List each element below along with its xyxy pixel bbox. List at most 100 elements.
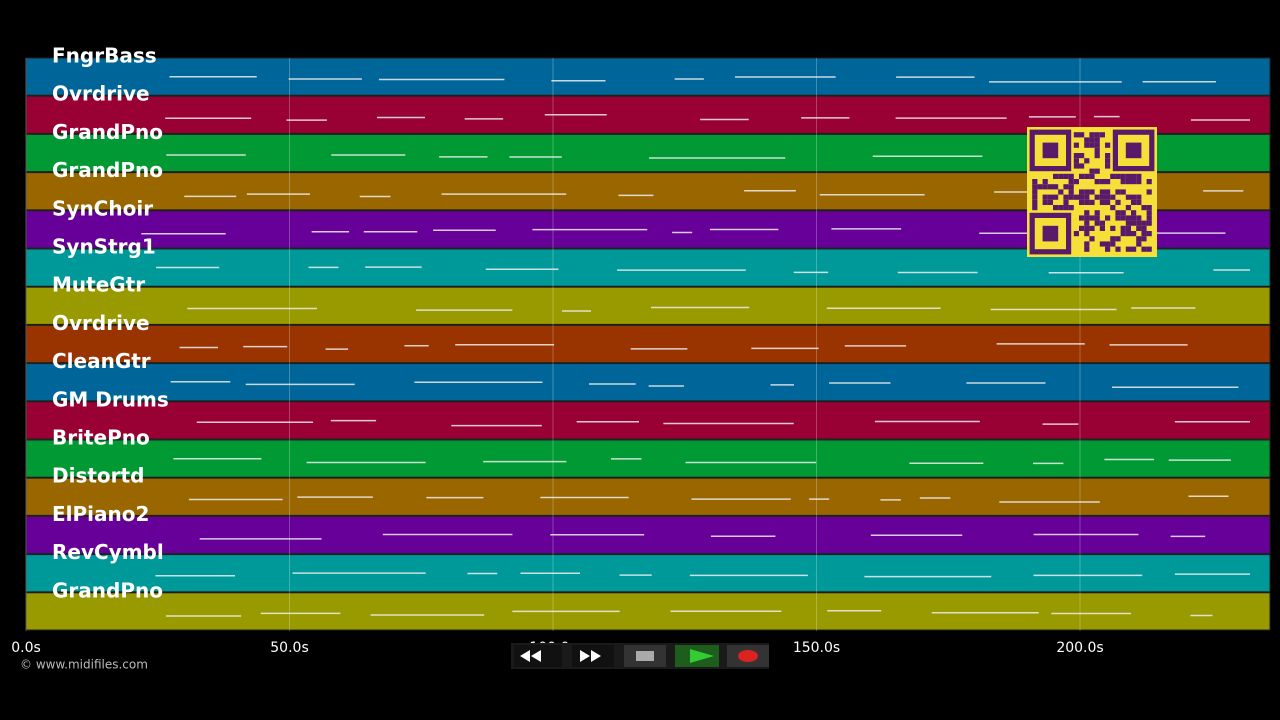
track-row: [25, 363, 1271, 402]
qr-cell: [1146, 189, 1152, 195]
qr-cell: [1115, 199, 1121, 205]
qr-cell: [1146, 231, 1152, 237]
qr-cell: [1089, 142, 1095, 148]
qr-cell: [1094, 132, 1100, 138]
qr-cell: [1120, 179, 1126, 185]
qr-code: [1027, 127, 1157, 257]
qr-cell: [1037, 184, 1043, 190]
qr-finder: [1125, 142, 1142, 159]
qr-cell: [1146, 210, 1152, 216]
qr-cell: [1089, 137, 1095, 143]
rewind-button[interactable]: [514, 645, 562, 667]
qr-cell: [1032, 179, 1038, 185]
play-button[interactable]: [675, 645, 719, 667]
qr-cell: [1084, 194, 1090, 200]
qr-cell: [1105, 179, 1111, 185]
qr-cell: [1120, 231, 1126, 237]
track-label: Distortd: [52, 464, 144, 488]
qr-cell: [1058, 173, 1064, 179]
qr-cell: [1099, 132, 1105, 138]
qr-cell: [1110, 173, 1116, 179]
tick-label: 50.0s: [270, 640, 308, 656]
qr-cell: [1032, 199, 1038, 205]
play-icon: [690, 649, 714, 663]
qr-cell: [1094, 220, 1100, 226]
qr-cell: [1084, 199, 1090, 205]
copyright: © www.midifiles.com: [20, 658, 148, 672]
qr-cell: [1141, 246, 1147, 252]
track-label: BritePno: [52, 426, 150, 450]
qr-cell: [1089, 199, 1095, 205]
qr-cell: [1136, 215, 1142, 221]
qr-cell: [1120, 173, 1126, 179]
track-row: [25, 286, 1271, 325]
qr-cell: [1079, 215, 1085, 221]
qr-cell: [1079, 173, 1085, 179]
forward-button[interactable]: [572, 645, 614, 667]
qr-cell: [1105, 158, 1111, 164]
qr-cell: [1063, 199, 1069, 205]
qr-cell: [1125, 173, 1131, 179]
track-label: CleanGtr: [52, 349, 151, 373]
qr-cell: [1053, 205, 1059, 211]
qr-cell: [1053, 173, 1059, 179]
qr-cell: [1105, 199, 1111, 205]
qr-cell: [1141, 225, 1147, 231]
qr-finder: [1042, 142, 1059, 159]
qr-cell: [1125, 246, 1131, 252]
stop-button[interactable]: [624, 645, 666, 667]
track-row: [25, 554, 1271, 593]
track-label: ElPiano2: [52, 502, 149, 526]
qr-cell: [1136, 179, 1142, 185]
track-label: GrandPno: [52, 578, 163, 602]
qr-cell: [1110, 194, 1116, 200]
track-label: Ovrdrive: [52, 82, 150, 106]
record-button[interactable]: [727, 645, 769, 667]
tick-label: 150.0s: [793, 640, 840, 656]
qr-cell: [1141, 205, 1147, 211]
qr-cell: [1032, 194, 1038, 200]
qr-cell: [1115, 215, 1121, 221]
qr-cell: [1079, 225, 1085, 231]
qr-cell: [1125, 205, 1131, 211]
qr-cell: [1068, 184, 1074, 190]
qr-finder: [1112, 129, 1155, 172]
qr-cell: [1042, 179, 1048, 185]
qr-finder: [1029, 129, 1072, 172]
qr-cell: [1099, 241, 1105, 247]
qr-cell: [1105, 194, 1111, 200]
qr-cell: [1032, 189, 1038, 195]
qr-cell: [1073, 163, 1079, 169]
qr-cell: [1079, 199, 1085, 205]
qr-cell: [1094, 142, 1100, 148]
track-row: [25, 401, 1271, 440]
qr-cell: [1068, 189, 1074, 195]
qr-cell: [1146, 215, 1152, 221]
qr-cell: [1099, 199, 1105, 205]
qr-cell: [1089, 189, 1095, 195]
qr-cell: [1094, 153, 1100, 159]
qr-cell: [1131, 246, 1137, 252]
qr-cell: [1063, 205, 1069, 211]
qr-cell: [1094, 194, 1100, 200]
qr-cell: [1136, 241, 1142, 247]
rewind-icon: [520, 650, 541, 662]
track-label: GrandPno: [52, 120, 163, 144]
qr-cell: [1084, 173, 1090, 179]
qr-cell: [1146, 246, 1152, 252]
qr-cell: [1120, 210, 1126, 216]
qr-cell: [1115, 236, 1121, 242]
qr-cell: [1099, 189, 1105, 195]
qr-cell: [1084, 210, 1090, 216]
qr-cell: [1063, 184, 1069, 190]
qr-cell: [1084, 142, 1090, 148]
track-label: SynStrg1: [52, 235, 156, 259]
qr-cell: [1125, 231, 1131, 237]
track-label: GM Drums: [52, 387, 169, 411]
qr-cell: [1131, 173, 1137, 179]
track-label: RevCymbl: [52, 540, 164, 564]
qr-cell: [1084, 220, 1090, 226]
qr-cell: [1094, 210, 1100, 216]
qr-cell: [1073, 194, 1079, 200]
qr-cell: [1105, 246, 1111, 252]
